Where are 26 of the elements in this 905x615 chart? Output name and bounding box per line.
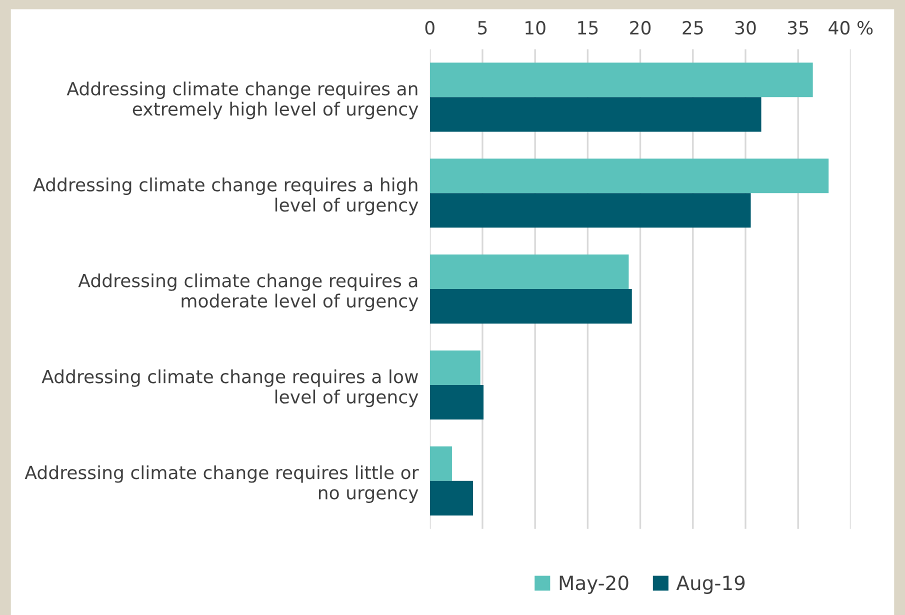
- bar: [430, 158, 829, 194]
- bar: [430, 254, 629, 290]
- x-tick-label: 0: [425, 20, 434, 35]
- x-tick-label: 25: [682, 20, 703, 35]
- x-tick-label: 20: [630, 20, 651, 35]
- bar: [430, 480, 474, 516]
- y-tick-label: Addressing climate change requires a low level of urgency: [42, 369, 418, 408]
- bar: [430, 62, 813, 98]
- bar: [430, 350, 480, 385]
- y-tick-label: Addressing climate change requires a high level of urgency: [33, 178, 418, 216]
- y-tick-label: Addressing climate change requires an extremely high level of urgency: [66, 82, 418, 120]
- x-tick-label: 35: [788, 20, 808, 35]
- bar: [430, 289, 632, 324]
- bar: [430, 97, 762, 132]
- y-tick-label: Addressing climate change requires a moderate level of urgency: [78, 273, 418, 312]
- legend-label: Aug-19: [676, 576, 745, 594]
- y-tick-label: Addressing climate change requires little or no urgency: [24, 465, 419, 504]
- bar: [430, 193, 751, 228]
- bar: [430, 384, 484, 420]
- x-tick-label: 10: [526, 20, 546, 35]
- legend-label: May-20: [560, 576, 628, 594]
- x-tick-label: 15: [578, 21, 598, 35]
- x-tick-label: 40 %: [828, 20, 873, 35]
- x-tick-label: 5: [478, 21, 487, 35]
- bar: [430, 446, 452, 481]
- x-tick-label: 30: [735, 20, 756, 35]
